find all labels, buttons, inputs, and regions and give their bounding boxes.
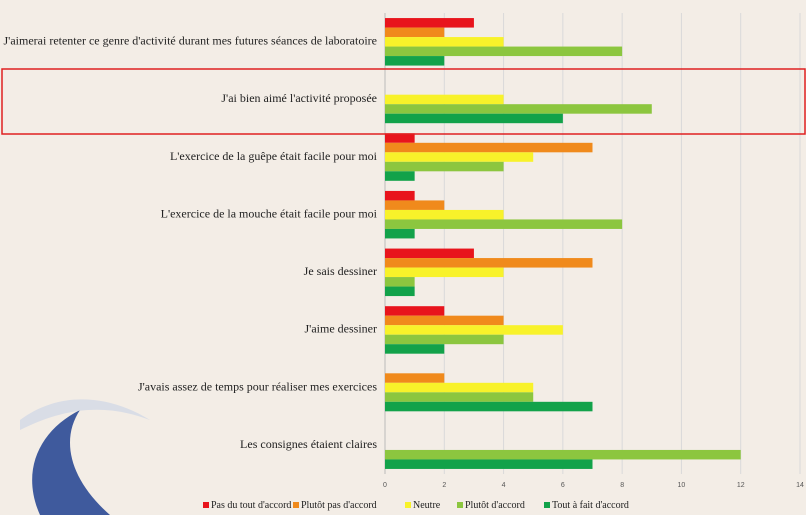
x-tick-label: 2 [442,482,446,489]
legend-swatch [203,502,209,508]
bar [385,46,623,57]
bar [385,152,534,162]
legend-label: Tout à fait d'accord [552,500,629,511]
bar [385,258,593,268]
bar [385,56,445,66]
bar [385,18,474,28]
bar [385,228,415,239]
bar [385,392,534,402]
legend-label: Neutre [413,500,441,511]
bar [385,200,445,210]
bar [385,382,534,393]
bar [385,37,504,47]
category-label: Je sais dessiner [304,264,377,278]
legend-swatch [293,502,299,508]
highlight-box [1,68,806,135]
decoration [20,399,150,430]
x-tick-label: 8 [620,482,624,489]
bar [385,286,415,297]
bar [385,315,504,326]
bar [385,373,445,383]
bar [385,306,445,316]
bar [385,248,474,259]
category-label: J'ai bien aimé l'activité proposée [221,91,377,105]
bar [385,459,593,469]
bar [385,27,445,38]
x-tick-label: 6 [561,482,565,489]
bar [385,133,415,143]
plot: 0 2 4 6 8 10 12 14 J'aimerai retenter ce genre d… [4,13,804,511]
bar [385,94,504,105]
bar [385,344,445,354]
decoration [32,410,111,515]
x-tick-label: 4 [502,482,506,489]
legend-swatch [405,502,411,508]
bar [385,209,504,220]
x-tick-label: 0 [383,482,387,489]
category-label: L'exercice de la guêpe était facile pour… [170,149,378,163]
bar [385,449,741,460]
bar [385,267,504,278]
bar [385,142,593,153]
legend-swatch [457,502,463,508]
bar [385,104,652,114]
category-label: J'aime dessiner [305,322,377,336]
bar [385,190,415,201]
category-label: J'aimerai retenter ce genre d'activité d… [4,34,377,48]
bar [385,171,415,181]
bar [385,334,504,345]
x-tick-label: 14 [796,482,804,489]
legend-label: Pas du tout d'accord [211,500,291,511]
category-label: Les consignes étaient claires [240,437,377,451]
bar [385,161,504,172]
legend-label: Plutôt d'accord [465,500,525,511]
category-label: J'avais assez de temps pour réaliser mes… [138,379,377,393]
legend-swatch [544,502,550,508]
x-tick-label: 10 [678,482,686,489]
legend-label: Plutôt pas d'accord [301,500,377,511]
bar [385,401,593,412]
bar [385,219,623,229]
bar [385,325,563,335]
category-label: L'exercice de la mouche était facile pou… [161,206,378,220]
bar [385,277,415,287]
bar [385,113,563,124]
x-tick-label: 12 [737,482,745,489]
